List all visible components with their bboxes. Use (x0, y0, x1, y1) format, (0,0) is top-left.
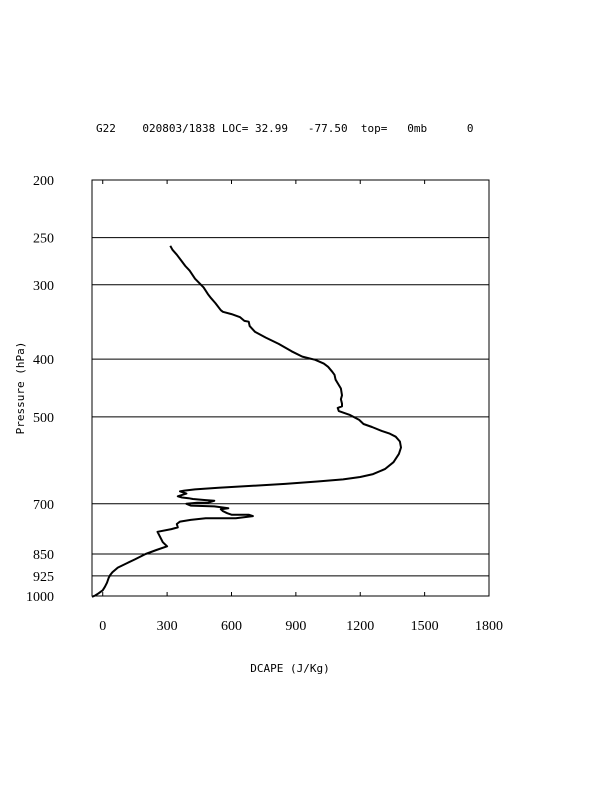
x-tick-label: 300 (157, 619, 178, 634)
x-tick-label: 1800 (475, 619, 503, 634)
gridlines (92, 237, 489, 577)
x-axis: 0 300 600 900 1200 1500 1800 (99, 180, 503, 634)
x-tick-label: 0 (99, 619, 106, 634)
y-tick-label: 500 (33, 411, 54, 426)
y-tick-label: 200 (33, 174, 54, 189)
x-tick-label: 900 (285, 619, 306, 634)
y-tick-label: 250 (33, 232, 54, 247)
y-tick-label: 400 (33, 353, 54, 368)
y-tick-label: 300 (33, 279, 54, 294)
x-axis-label: DCAPE (J/Kg) (250, 662, 329, 675)
header-line: G22 020803/1838 LOC= 32.99 -77.50 top= 0… (96, 122, 474, 135)
y-axis-label: Pressure (hPa) (14, 342, 27, 435)
dcape-profile-line (91, 245, 402, 598)
x-tick-label: 1500 (411, 619, 439, 634)
y-axis: 200 250 300 400 500 700 850 925 1000 (26, 174, 54, 605)
y-tick-label: 925 (33, 570, 54, 585)
x-tick-label: 600 (221, 619, 242, 634)
plot-frame (91, 179, 490, 597)
y-tick-label: 700 (33, 498, 54, 513)
y-tick-label: 1000 (26, 590, 54, 605)
x-tick-label: 1200 (346, 619, 374, 634)
y-tick-label: 850 (33, 548, 54, 563)
